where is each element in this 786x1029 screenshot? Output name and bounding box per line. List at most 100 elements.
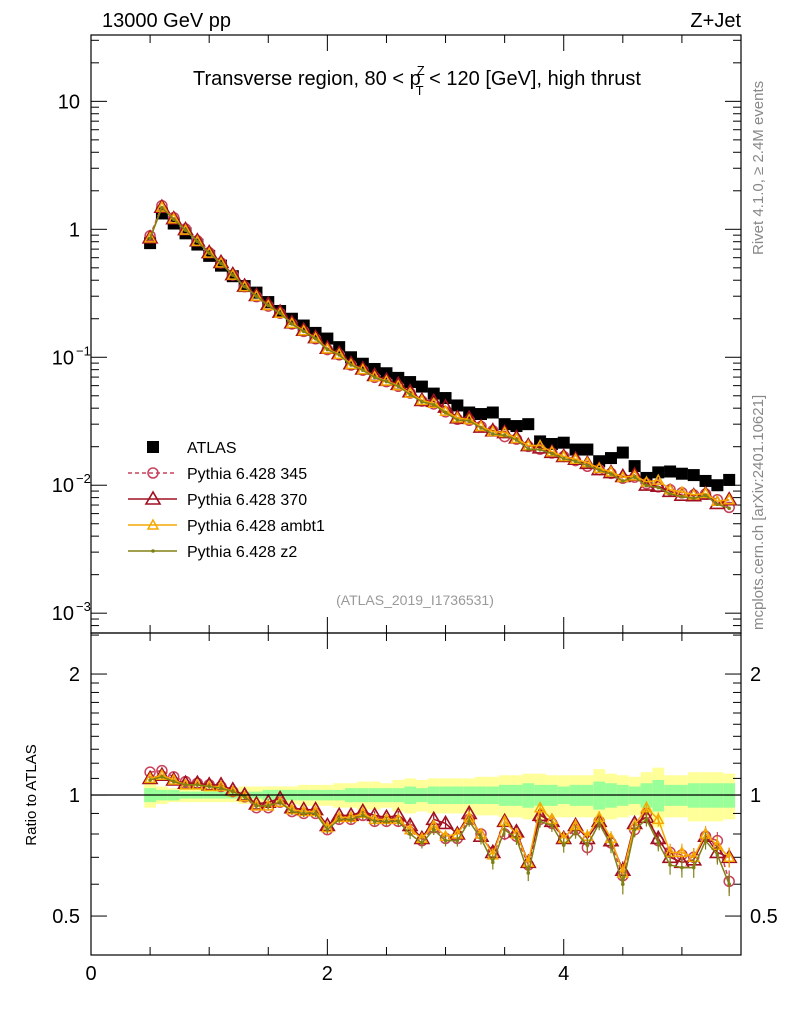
mc-ratio-point	[538, 819, 542, 824]
mc-point	[396, 384, 401, 389]
mc-point	[592, 461, 606, 474]
title-sup: Z	[417, 63, 425, 78]
mc-ratio-point	[455, 838, 460, 843]
mc-point	[231, 273, 235, 277]
mc-point	[668, 491, 672, 496]
ratio-tick-label-right: 1	[750, 785, 761, 807]
ratio-plot-frame	[90, 632, 742, 956]
mc-point	[337, 353, 341, 357]
x-tick-label: 0	[85, 963, 96, 985]
mc-ratio-point	[443, 838, 448, 843]
mc-point	[285, 316, 299, 329]
mc-point	[207, 251, 211, 255]
mc-point	[491, 432, 495, 436]
atlas-data-point	[652, 466, 665, 479]
mc-point	[651, 473, 665, 485]
y-tick-label-exponent: −2	[76, 471, 91, 486]
mc-ratio-point	[167, 773, 181, 785]
ratio-tick-label-left: 1	[69, 785, 80, 807]
mc-point	[644, 483, 649, 488]
header-right: Z+Jet	[690, 10, 741, 32]
mc-point	[448, 409, 466, 424]
atlas-data-point	[699, 474, 712, 487]
mc-point	[384, 379, 389, 384]
mc-line-3	[149, 206, 730, 510]
legend-label: Pythia 6.428 345	[187, 466, 307, 483]
atlas-data-point	[522, 418, 535, 431]
atlas-data-point	[250, 286, 263, 299]
mc-point	[349, 363, 353, 367]
mc-point	[420, 400, 424, 404]
mc-ratio-point	[219, 786, 223, 790]
mc-point	[171, 217, 176, 222]
atlas-data-point	[486, 406, 499, 419]
mc-ratio-point	[727, 882, 731, 887]
mc-point	[153, 198, 171, 213]
mc-point	[179, 223, 192, 235]
legend-marker-0	[147, 467, 159, 479]
mc-ratio-point	[550, 823, 554, 828]
y-tick-label: 1	[69, 219, 80, 241]
legend-atlas-marker	[147, 441, 159, 453]
mc-point	[167, 212, 181, 224]
mc-ratio-point	[715, 853, 720, 857]
mc-point	[183, 228, 188, 232]
mc-ratio-point	[491, 860, 495, 865]
mc-ratio-point	[278, 800, 282, 804]
mc-ratio-point	[722, 850, 736, 863]
mc-ratio-line-3	[149, 776, 730, 888]
mc-point	[301, 329, 306, 334]
mc-ratio-point	[290, 809, 294, 814]
atlas-data-point	[581, 443, 594, 456]
mc-point	[148, 236, 152, 241]
mc-point	[561, 456, 566, 461]
title-pre: Transverse region, 80 < p	[193, 68, 421, 90]
mc-line-1	[149, 205, 730, 505]
mc-point	[715, 502, 720, 507]
mc-point	[550, 451, 554, 456]
y-tick-label-exponent: −1	[76, 343, 91, 358]
mc-point	[219, 261, 223, 266]
mc-ratio-point	[675, 845, 689, 858]
mc-point	[699, 486, 712, 499]
title-sub: T	[416, 83, 424, 98]
mc-ratio-point	[155, 768, 169, 781]
mc-point	[143, 231, 157, 243]
mc-point	[242, 284, 247, 289]
mc-ratio-point	[668, 863, 672, 867]
mc-ratio-point	[644, 817, 649, 822]
mc-ratio-point	[325, 827, 330, 832]
mc-point	[649, 477, 667, 492]
mc-point	[290, 322, 294, 326]
mc-point	[195, 239, 200, 244]
atlas-data-point	[557, 436, 570, 449]
mc-ratio-point	[207, 784, 211, 789]
ratio-tick-label-right: 0.5	[750, 906, 778, 928]
mc-point	[155, 200, 169, 212]
mc-line-0	[149, 204, 730, 509]
ratio-plot-series	[141, 764, 738, 897]
mc-ratio-point	[691, 865, 696, 870]
mc-ratio-point	[561, 843, 566, 848]
mc-ratio-point	[640, 801, 653, 813]
header-left: 13000 GeV pp	[102, 10, 231, 32]
legend-label: Pythia 6.428 z2	[187, 544, 297, 561]
x-tick-label: 4	[558, 963, 569, 985]
mc-ratio-point	[349, 817, 353, 822]
mc-point	[526, 447, 531, 451]
mc-point	[455, 418, 460, 422]
mc-ratio-point	[651, 812, 665, 825]
mc-point	[479, 426, 483, 430]
ratio-tick-label-left: 2	[69, 664, 80, 686]
atlas-data-point	[675, 467, 688, 480]
atlas-data-point	[569, 443, 582, 456]
mc-point	[238, 280, 251, 292]
atlas-data-point	[723, 473, 736, 486]
legend-label: Pythia 6.428 370	[187, 492, 307, 509]
mc-ratio-point	[437, 814, 454, 830]
mc-ratio-point	[573, 830, 578, 834]
mc-ratio-point	[703, 838, 708, 843]
mc-ratio-point	[621, 882, 625, 887]
